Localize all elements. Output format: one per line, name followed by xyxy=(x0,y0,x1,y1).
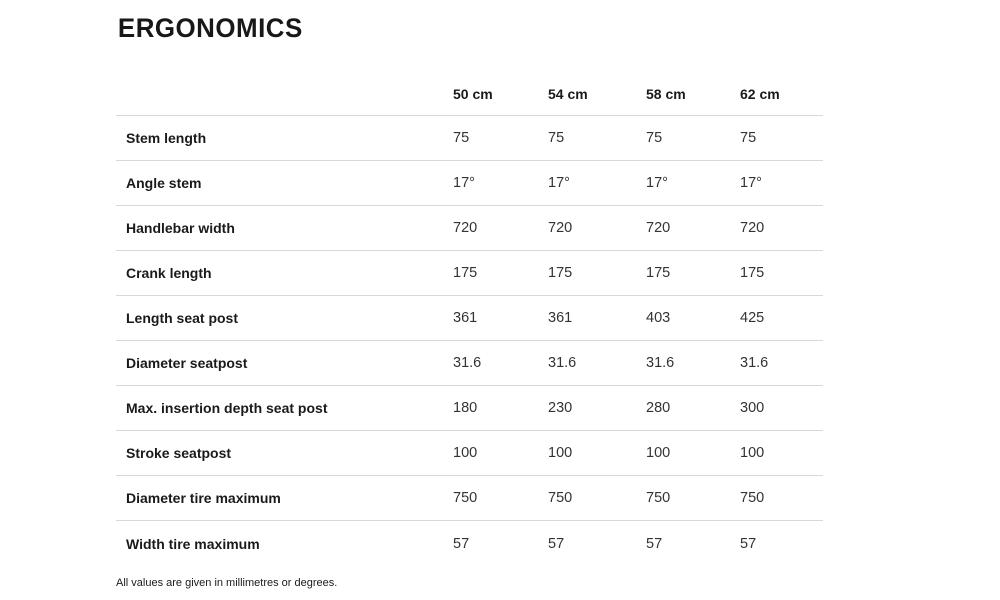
row-label: Stroke seatpost xyxy=(126,445,232,462)
cell-value-54cm: 57 xyxy=(548,535,565,552)
table-row: Stroke seatpost 100 100 100 100 xyxy=(116,431,823,477)
cell-value-62cm: 17° xyxy=(740,175,762,192)
cell-value-58cm: 100 xyxy=(646,445,671,462)
row-label: Width tire maximum xyxy=(126,535,260,552)
cell-value-50cm: 57 xyxy=(453,535,470,552)
cell-value-58cm: 57 xyxy=(646,535,663,552)
table-row: Diameter tire maximum 750 750 750 750 xyxy=(116,476,823,522)
row-label: Handlebar width xyxy=(126,220,235,237)
cell-value-62cm: 175 xyxy=(740,265,765,282)
cell-value-50cm: 100 xyxy=(453,445,478,462)
column-header-54cm: 54 cm xyxy=(548,85,588,102)
cell-value-58cm: 720 xyxy=(646,220,671,237)
cell-value-54cm: 175 xyxy=(548,265,573,282)
cell-value-54cm: 75 xyxy=(548,130,565,147)
cell-value-54cm: 720 xyxy=(548,220,573,237)
ergonomics-table: 50 cm 54 cm 58 cm 62 cm Stem length 75 7… xyxy=(116,72,823,566)
cell-value-62cm: 750 xyxy=(740,490,765,507)
page-title: ERGONOMICS xyxy=(117,13,303,43)
table-row: Stem length 75 75 75 75 xyxy=(116,116,823,162)
cell-value-50cm: 750 xyxy=(453,490,478,507)
row-label: Length seat post xyxy=(126,310,239,327)
column-header-58cm: 58 cm xyxy=(646,85,686,102)
cell-value-54cm: 100 xyxy=(548,445,573,462)
cell-value-54cm: 750 xyxy=(548,490,573,507)
cell-value-58cm: 17° xyxy=(646,175,668,192)
cell-value-54cm: 230 xyxy=(548,400,573,417)
ergonomics-section: ERGONOMICS 50 cm 54 cm 58 cm 62 cm Stem … xyxy=(116,13,823,590)
row-label: Angle stem xyxy=(126,175,202,192)
column-header-50cm: 50 cm xyxy=(453,85,493,102)
cell-value-62cm: 75 xyxy=(740,130,757,147)
table-row: Length seat post 361 361 403 425 xyxy=(116,296,823,342)
cell-value-54cm: 17° xyxy=(548,175,570,192)
row-label: Diameter seatpost xyxy=(126,355,248,372)
cell-value-62cm: 720 xyxy=(740,220,765,237)
footnote-text: All values are given in millimetres or d… xyxy=(116,577,338,590)
cell-value-62cm: 57 xyxy=(740,535,757,552)
row-label: Max. insertion depth seat post xyxy=(126,400,328,417)
table-header-row: 50 cm 54 cm 58 cm 62 cm xyxy=(116,72,823,117)
column-header-62cm: 62 cm xyxy=(740,85,780,102)
cell-value-58cm: 280 xyxy=(646,400,671,417)
cell-value-54cm: 361 xyxy=(548,310,573,327)
cell-value-62cm: 425 xyxy=(740,310,765,327)
cell-value-50cm: 75 xyxy=(453,130,470,147)
table-row: Max. insertion depth seat post 180 230 2… xyxy=(116,386,823,432)
cell-value-58cm: 403 xyxy=(646,310,671,327)
cell-value-62cm: 31.6 xyxy=(740,355,769,372)
cell-value-58cm: 31.6 xyxy=(646,355,675,372)
row-label: Diameter tire maximum xyxy=(126,490,281,507)
table-row: Handlebar width 720 720 720 720 xyxy=(116,206,823,252)
table-body: Stem length 75 75 75 75 Angle stem 17° 1… xyxy=(116,116,823,566)
table-row: Angle stem 17° 17° 17° 17° xyxy=(116,161,823,207)
cell-value-50cm: 361 xyxy=(453,310,478,327)
cell-value-54cm: 31.6 xyxy=(548,355,577,372)
row-label: Stem length xyxy=(126,130,207,147)
cell-value-50cm: 175 xyxy=(453,265,478,282)
table-row: Diameter seatpost 31.6 31.6 31.6 31.6 xyxy=(116,341,823,387)
cell-value-58cm: 750 xyxy=(646,490,671,507)
cell-value-50cm: 31.6 xyxy=(453,355,482,372)
row-label: Crank length xyxy=(126,265,212,282)
cell-value-58cm: 75 xyxy=(646,130,663,147)
cell-value-50cm: 17° xyxy=(453,175,475,192)
cell-value-62cm: 100 xyxy=(740,445,765,462)
table-row: Width tire maximum 57 57 57 57 xyxy=(116,521,823,566)
table-row: Crank length 175 175 175 175 xyxy=(116,251,823,297)
cell-value-50cm: 180 xyxy=(453,400,478,417)
cell-value-50cm: 720 xyxy=(453,220,478,237)
cell-value-62cm: 300 xyxy=(740,400,765,417)
cell-value-58cm: 175 xyxy=(646,265,671,282)
